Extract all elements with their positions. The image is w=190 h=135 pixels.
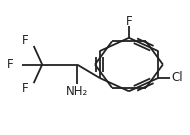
Text: F: F [22,82,28,95]
Text: F: F [22,34,28,47]
Text: Cl: Cl [172,71,183,84]
Text: F: F [7,58,13,71]
Text: F: F [126,15,132,28]
Text: NH₂: NH₂ [66,85,88,98]
